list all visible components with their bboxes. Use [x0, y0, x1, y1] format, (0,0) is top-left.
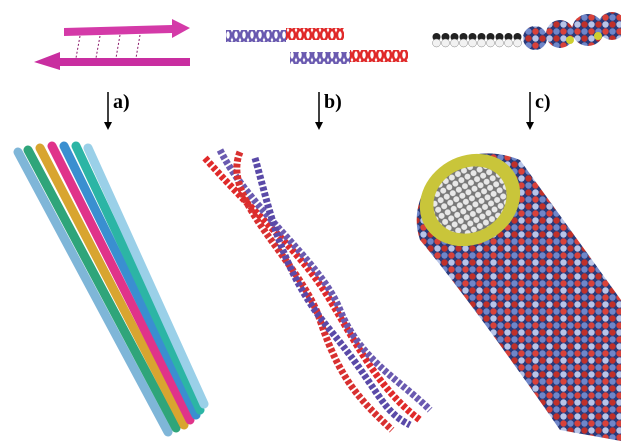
nanofiber: [403, 136, 621, 441]
arrow: [104, 92, 534, 130]
page: a) b) c) (() => { const data = JSON.pars…: [0, 0, 621, 441]
amphiphile: [432, 12, 621, 50]
panel-label: c): [535, 91, 551, 113]
helix-pair: [226, 28, 408, 64]
beta-sheet: [34, 19, 190, 70]
helix-fibril: [205, 150, 430, 430]
fibril: [18, 146, 204, 432]
panel-label: a): [113, 91, 130, 113]
figure: a) b) c): [0, 0, 621, 441]
panel-label: b): [324, 91, 342, 113]
